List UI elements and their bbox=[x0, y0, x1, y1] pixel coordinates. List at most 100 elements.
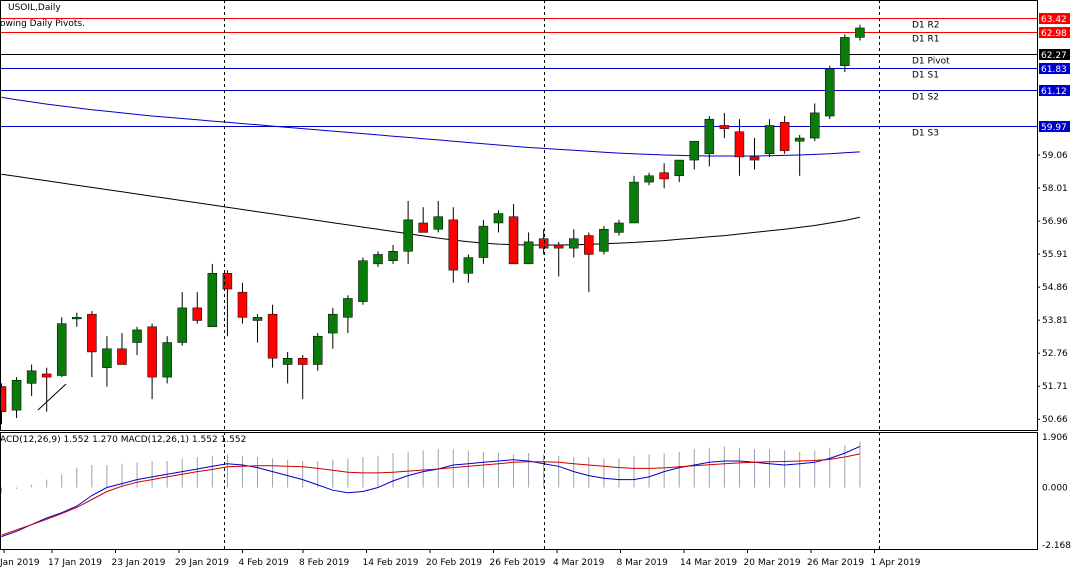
candle-body bbox=[689, 140, 700, 161]
time-axis-label: 8 Feb 2019 bbox=[299, 558, 350, 568]
time-axis-label: 14 Feb 2019 bbox=[363, 558, 419, 568]
candle-body bbox=[41, 373, 52, 378]
time-axis-label: Jan 2019 bbox=[0, 558, 40, 568]
time-axis-label: 4 Feb 2019 bbox=[239, 558, 290, 568]
candle-body bbox=[674, 159, 684, 177]
candle-body bbox=[328, 313, 338, 334]
candle-body bbox=[222, 273, 233, 290]
moving-average-line bbox=[1, 96, 860, 157]
time-axis-label: 29 Jan 2019 bbox=[175, 558, 229, 568]
price-axis-label: 59.06 bbox=[1042, 151, 1068, 161]
candle-body bbox=[764, 125, 775, 155]
candle-body bbox=[192, 307, 203, 321]
candle-body bbox=[147, 326, 157, 378]
candle-body bbox=[553, 244, 564, 249]
candle-body bbox=[282, 357, 293, 365]
macd-caption: ACD(12,26,9) 1.552 1.270 MACD(12,26,1) 1… bbox=[0, 435, 246, 445]
price-axis-label: 53.81 bbox=[1042, 316, 1068, 326]
pivot-price-tag bbox=[1039, 13, 1070, 24]
time-axis-label: 17 Jan 2019 bbox=[48, 558, 102, 568]
macd-axis-label: -2.168 bbox=[1042, 541, 1071, 551]
moving-average-line bbox=[1, 173, 861, 246]
candle-body bbox=[403, 219, 413, 252]
trend-line bbox=[37, 383, 67, 411]
candle-body bbox=[478, 225, 489, 258]
macd-axis-label: 1.906 bbox=[1042, 433, 1068, 443]
macd-axis-label: 0.000 bbox=[1042, 484, 1068, 494]
candle-body bbox=[388, 251, 398, 261]
price-axis-label: 50.66 bbox=[1042, 415, 1068, 425]
candle-body bbox=[313, 335, 323, 365]
pivot-price-tag-label: 61.12 bbox=[1041, 87, 1067, 97]
pivot-label: D1 R2 bbox=[912, 21, 940, 31]
pivot-label: D1 S1 bbox=[912, 71, 939, 81]
symbol-label: USOIL,Daily bbox=[8, 3, 61, 13]
pivot-price-tag-label: 61.83 bbox=[1041, 65, 1067, 75]
pivot-price-tag-label: 63.42 bbox=[1041, 15, 1067, 25]
pivot-price-tag bbox=[1039, 27, 1070, 38]
price-pane: D1 R2 D1 R1 D1 Pivot D1 S1 D1 S2 D1 S3 bbox=[0, 18, 1037, 425]
macd-line bbox=[1, 453, 861, 536]
macd-pane bbox=[1, 441, 861, 538]
candle-body bbox=[719, 125, 730, 129]
pivot-price-tag bbox=[1039, 85, 1070, 96]
candle-body bbox=[373, 254, 383, 265]
candle-body bbox=[207, 273, 218, 328]
candle-body bbox=[704, 118, 715, 155]
candle-body bbox=[177, 307, 187, 343]
candle-body bbox=[569, 238, 579, 249]
candle-body bbox=[162, 342, 172, 378]
candle-body bbox=[584, 235, 594, 255]
pivot-label: D1 S2 bbox=[912, 93, 939, 103]
pivot-label: D1 R1 bbox=[912, 35, 940, 45]
indicator-caption: owing Daily Pivots. bbox=[0, 19, 85, 29]
candle-body bbox=[523, 241, 534, 265]
pivot-price-tag-label: 62.98 bbox=[1041, 29, 1067, 39]
time-axis-label: 26 Mar 2019 bbox=[807, 558, 864, 568]
macd-line bbox=[1, 445, 861, 538]
candle-body bbox=[809, 112, 820, 139]
price-axis-label: 56.96 bbox=[1042, 217, 1068, 227]
time-axis-label: 23 Jan 2019 bbox=[112, 558, 166, 568]
candle-body bbox=[418, 222, 428, 233]
candle-body bbox=[267, 313, 278, 359]
candle-body bbox=[11, 379, 22, 411]
pivot-price-tag-label: 59.97 bbox=[1041, 123, 1067, 133]
candle-body bbox=[749, 156, 760, 161]
pivot-price-tag bbox=[1039, 49, 1070, 60]
candle-body bbox=[493, 213, 504, 224]
candle-body bbox=[56, 323, 67, 376]
candle-body bbox=[825, 68, 835, 117]
price-axis-label: 54.86 bbox=[1042, 283, 1068, 293]
candle-body bbox=[433, 216, 443, 230]
candle-body bbox=[358, 260, 368, 302]
candle-body bbox=[72, 317, 82, 320]
pivot-price-tag-label: 62.27 bbox=[1041, 51, 1067, 61]
candle-body bbox=[102, 348, 112, 368]
candle-body bbox=[508, 216, 519, 265]
candle-body bbox=[237, 291, 248, 318]
candle-body bbox=[463, 257, 474, 274]
time-axis-label: 4 Mar 2019 bbox=[553, 558, 605, 568]
price-axis-label: 51.71 bbox=[1042, 382, 1068, 392]
macd-pane-frame bbox=[0, 432, 1038, 550]
price-pane-frame bbox=[0, 0, 1038, 431]
candle-body bbox=[794, 137, 805, 142]
candle-body bbox=[629, 181, 639, 224]
candle-body bbox=[448, 219, 459, 271]
candle-body bbox=[0, 386, 7, 412]
candle-body bbox=[644, 175, 654, 183]
time-axis-label: 8 Mar 2019 bbox=[617, 558, 669, 568]
price-axis-label: 55.91 bbox=[1042, 250, 1068, 260]
candle-body bbox=[117, 348, 127, 365]
candle-body bbox=[614, 222, 624, 233]
time-axis-label: 1 Apr 2019 bbox=[871, 558, 921, 568]
candle-body bbox=[538, 238, 549, 249]
price-axis-label: 58.01 bbox=[1042, 184, 1068, 194]
candle-body bbox=[252, 317, 263, 321]
pivot-price-tag bbox=[1039, 121, 1070, 132]
candle-body bbox=[855, 27, 865, 38]
candle-body bbox=[26, 370, 37, 384]
